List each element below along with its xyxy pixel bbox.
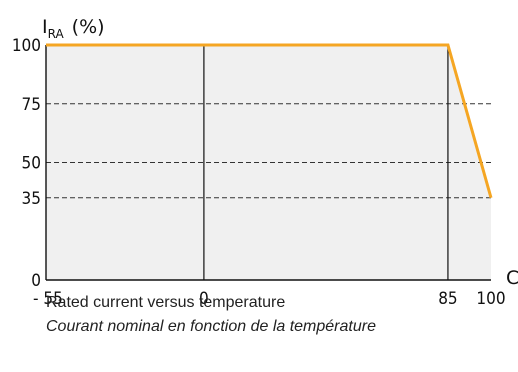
x-tick-label-0: 0 xyxy=(199,289,209,309)
caption-english: Rated current versus temperature xyxy=(46,294,286,311)
x-tick-label-85: 85 xyxy=(438,289,457,309)
y-tick-label-50: 50 xyxy=(22,154,41,174)
y-axis-label: IRA (%) xyxy=(42,16,105,41)
area-fill xyxy=(46,45,491,280)
x-tick-label--55: - 55 xyxy=(33,289,63,309)
x-axis-unit-label: C xyxy=(506,267,518,289)
x-tick-label-100: 100 xyxy=(476,289,505,309)
y-tick-label-75: 75 xyxy=(22,95,41,115)
series-line xyxy=(46,43,493,199)
y-tick-label-35: 35 xyxy=(22,189,41,209)
y-tick-label-0: 0 xyxy=(31,271,41,291)
y-tick-label-100: 100 xyxy=(12,36,41,56)
caption-french: Courant nominal en fonction de la tempér… xyxy=(46,318,376,335)
